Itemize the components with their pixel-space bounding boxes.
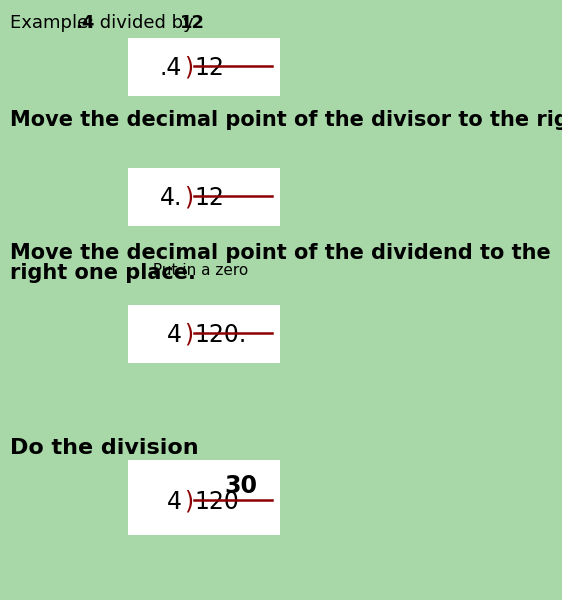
Text: Example:: Example: [10,14,100,32]
Text: ): ) [184,323,193,347]
Bar [128,460,280,535]
Text: .4: .4 [160,56,182,80]
Text: ): ) [184,56,193,80]
Bar [128,305,280,363]
Text: 12: 12 [180,14,205,32]
Text: Move the decimal point of the divisor to the right.: Move the decimal point of the divisor to… [10,110,562,130]
Text: Move the decimal point of the dividend to the: Move the decimal point of the dividend t… [10,243,551,263]
Text: 12: 12 [194,56,224,80]
Text: 120: 120 [194,490,239,514]
Text: Put in a zero: Put in a zero [148,263,248,278]
Text: divided by: divided by [94,14,200,32]
Text: 12: 12 [194,186,224,210]
Text: 4.: 4. [160,186,182,210]
Text: ): ) [184,186,193,210]
Text: .4: .4 [75,14,94,32]
Text: 30: 30 [224,474,257,498]
Bar [128,38,280,96]
Text: 120.: 120. [194,323,247,347]
Text: ): ) [184,490,193,514]
Text: 4: 4 [167,490,182,514]
Bar [128,168,280,226]
Text: 4: 4 [167,323,182,347]
Text: Do the division: Do the division [10,438,198,458]
Text: right one place.: right one place. [10,263,196,283]
